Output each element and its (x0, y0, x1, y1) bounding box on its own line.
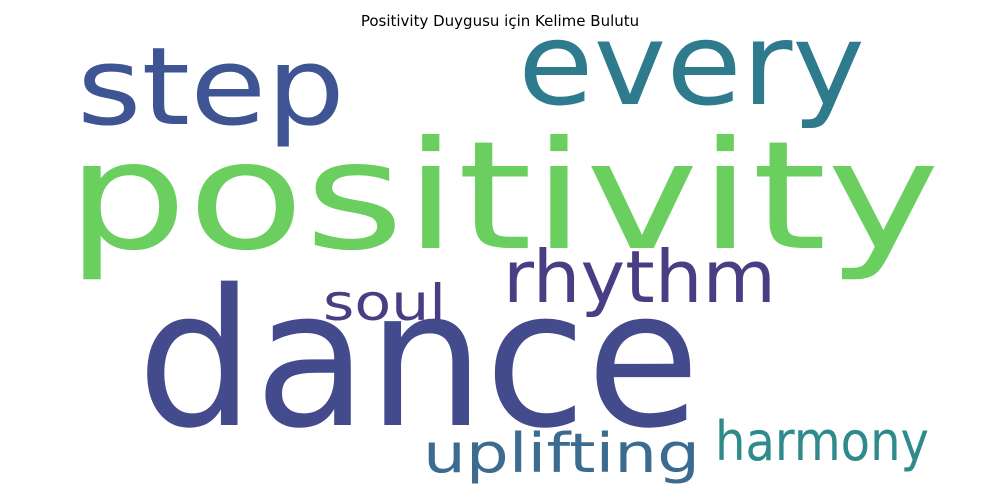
word-uplifting: uplifting (423, 422, 700, 485)
word-rhythm: rhythm (503, 235, 776, 319)
word-positivity: positivity (66, 110, 940, 284)
word-step: step (77, 25, 345, 150)
word-soul: soul (323, 274, 446, 332)
word-harmony: harmony (715, 410, 929, 473)
word-dance: dance (137, 249, 700, 470)
chart-title: Positivity Duygusu için Kelime Bulutu (360, 12, 640, 30)
word-every: every (518, 0, 865, 131)
